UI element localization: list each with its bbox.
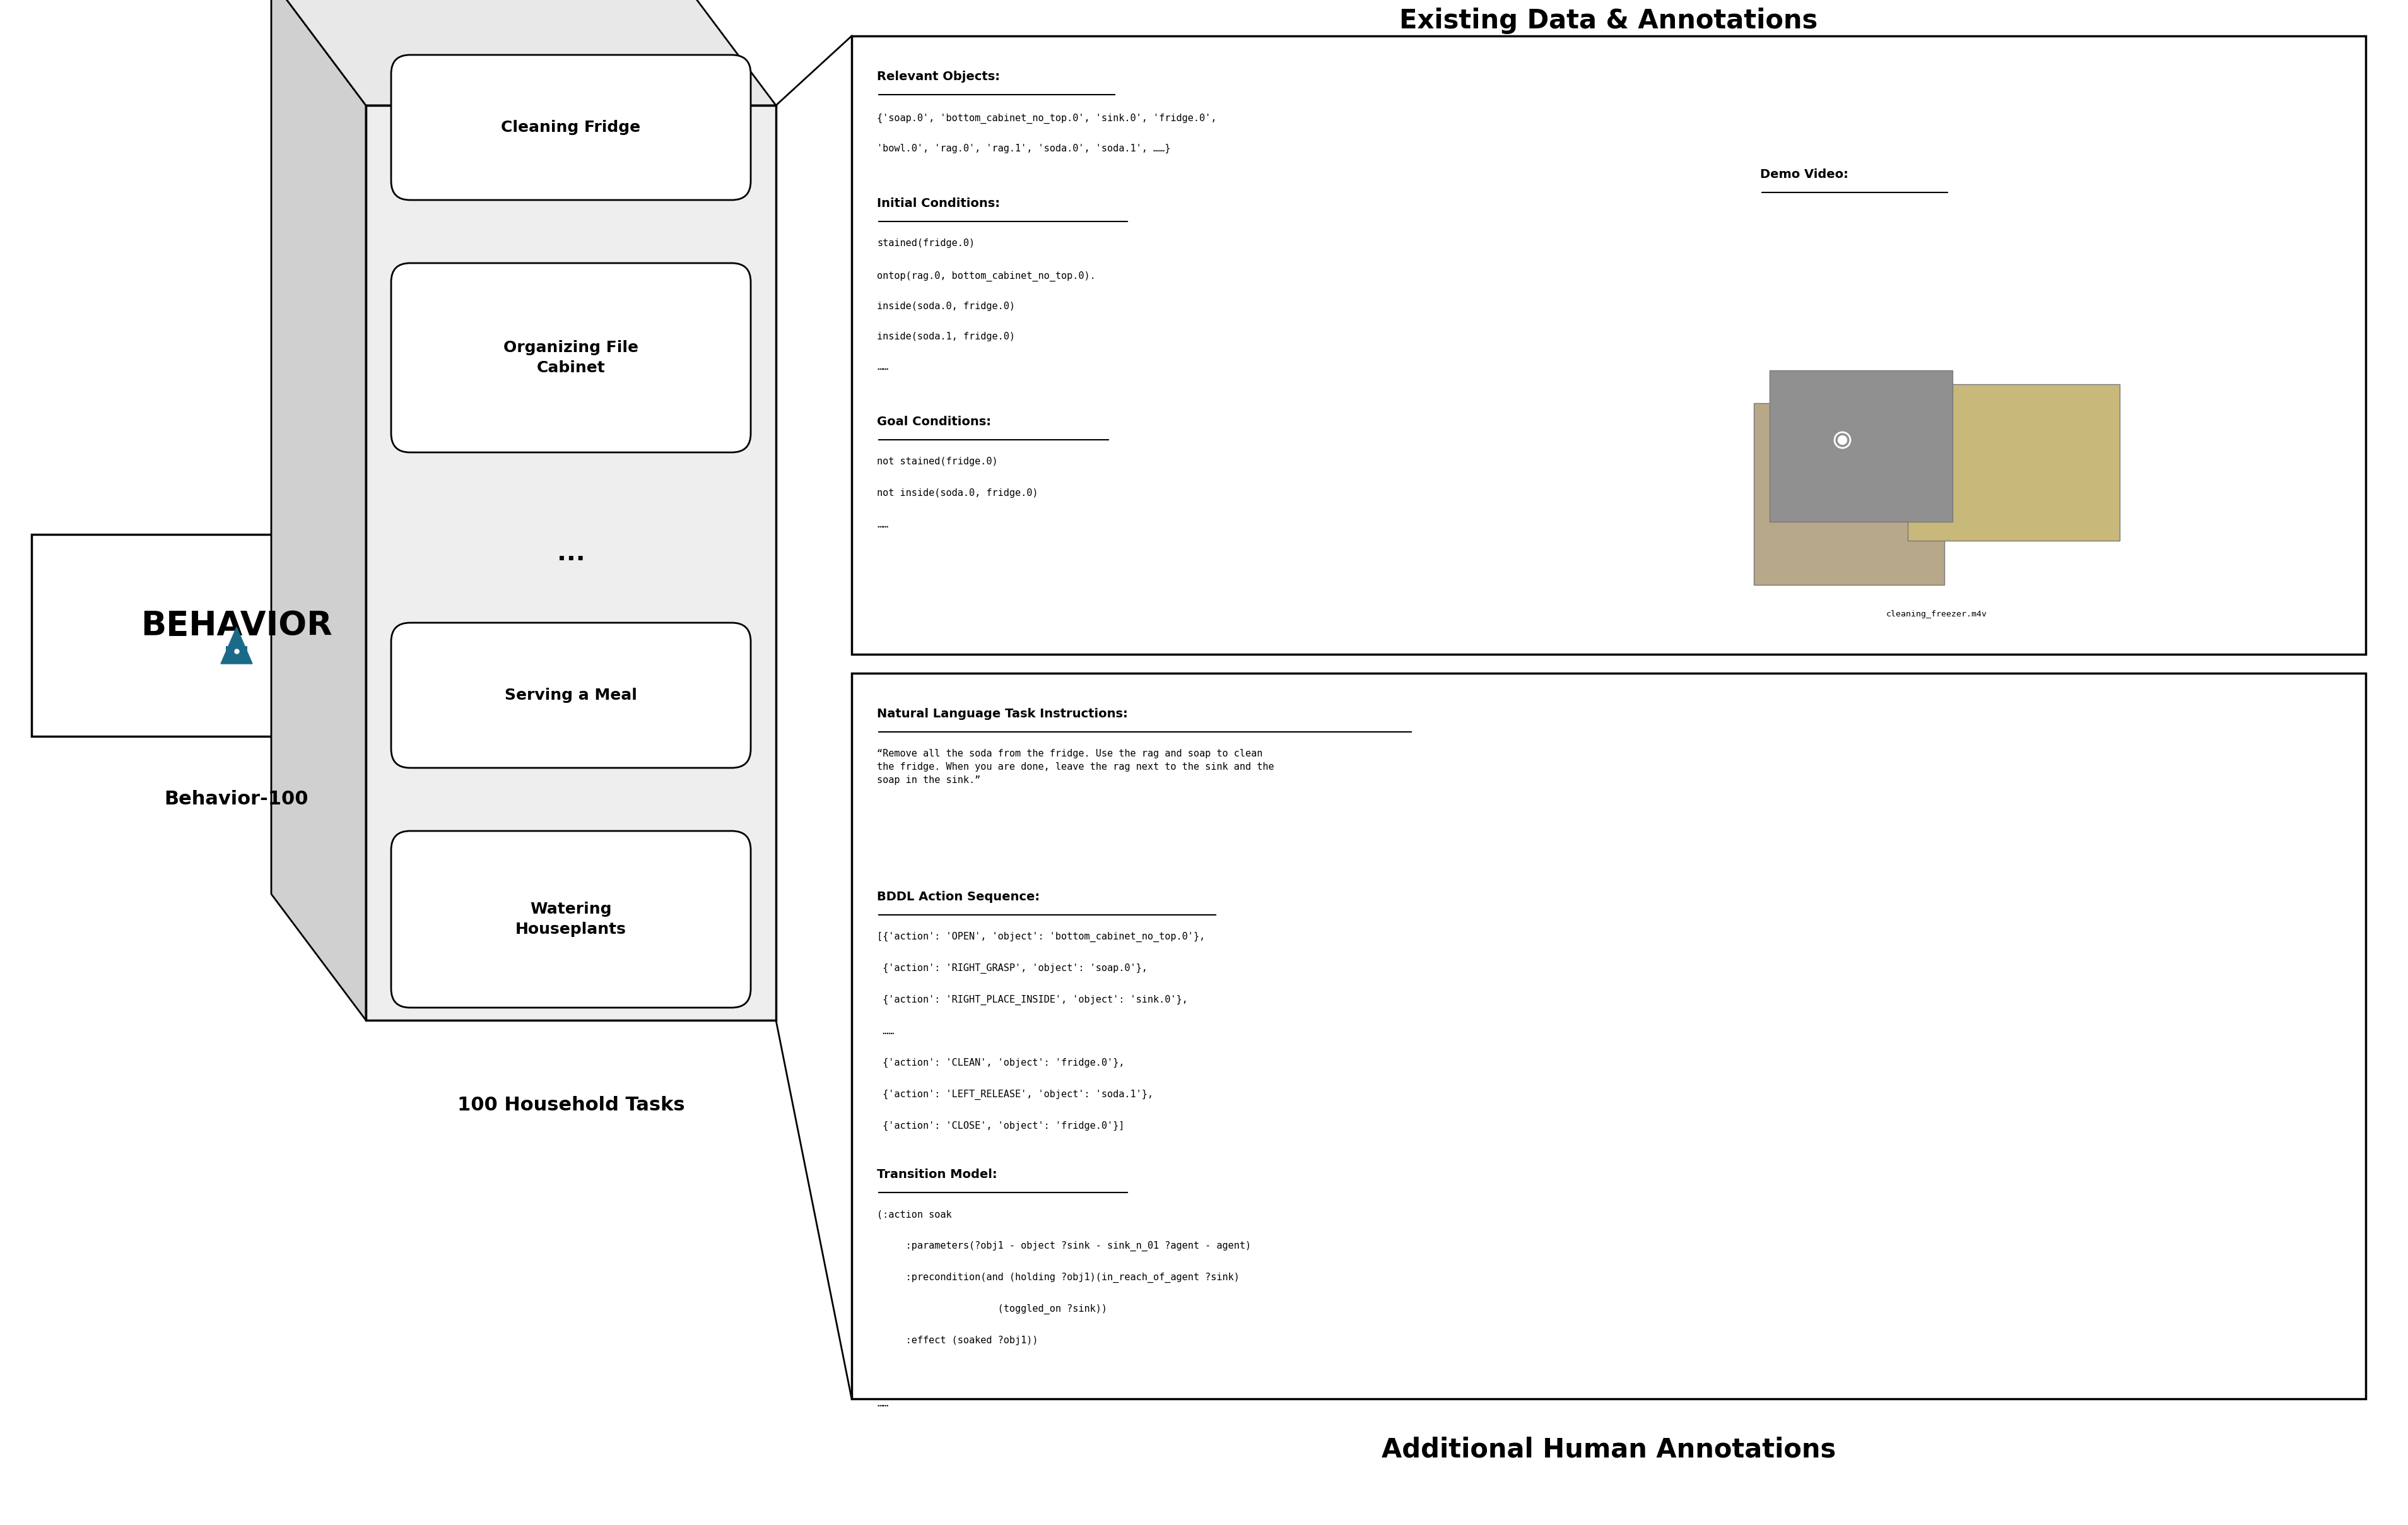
Text: 100 Household Tasks: 100 Household Tasks <box>458 1096 684 1115</box>
Bar <box>31 534 441 737</box>
Text: ……: …… <box>877 361 889 372</box>
Bar <box>226 647 248 663</box>
Text: not inside(soda.0, fridge.0): not inside(soda.0, fridge.0) <box>877 488 1038 497</box>
Polygon shape <box>272 0 366 1020</box>
Text: :parameters(?obj1 - object ?sink - sink_n_01 ?agent - agent): :parameters(?obj1 - object ?sink - sink_… <box>877 1241 1252 1252</box>
FancyBboxPatch shape <box>390 264 751 453</box>
Bar <box>852 673 2365 1398</box>
Text: Serving a Meal: Serving a Meal <box>506 688 638 703</box>
Text: Behavior-100: Behavior-100 <box>164 790 308 808</box>
Bar <box>1753 403 1943 586</box>
Text: Initial Conditions:: Initial Conditions: <box>877 197 999 209</box>
Bar <box>1907 384 2119 541</box>
Text: Demo Video:: Demo Video: <box>1760 168 1849 180</box>
Text: ...: ... <box>556 541 585 566</box>
FancyBboxPatch shape <box>390 55 751 200</box>
Text: “Remove all the soda from the fridge. Use the rag and soap to clean
the fridge. : “Remove all the soda from the fridge. Us… <box>877 749 1274 785</box>
Polygon shape <box>222 627 253 663</box>
Text: (:action soak: (:action soak <box>877 1209 951 1218</box>
Text: Natural Language Task Instructions:: Natural Language Task Instructions: <box>877 708 1127 720</box>
FancyBboxPatch shape <box>390 831 751 1008</box>
Text: inside(soda.1, fridge.0): inside(soda.1, fridge.0) <box>877 332 1016 342</box>
Text: :effect (soaked ?obj1)): :effect (soaked ?obj1)) <box>877 1336 1038 1345</box>
Text: stained(fridge.0): stained(fridge.0) <box>877 238 975 249</box>
Text: Transition Model:: Transition Model: <box>877 1168 997 1180</box>
Text: Relevant Objects:: Relevant Objects: <box>877 70 999 82</box>
Text: Existing Data & Annotations: Existing Data & Annotations <box>1399 8 1818 34</box>
Text: Goal Conditions:: Goal Conditions: <box>877 416 992 429</box>
Text: {'action': 'CLOSE', 'object': 'fridge.0'}]: {'action': 'CLOSE', 'object': 'fridge.0'… <box>877 1121 1125 1130</box>
Text: BEHAVIOR: BEHAVIOR <box>140 610 332 642</box>
Text: Additional Human Annotations: Additional Human Annotations <box>1382 1437 1835 1462</box>
Text: Watering
Houseplants: Watering Houseplants <box>515 901 626 936</box>
Text: (toggled_on ?sink)): (toggled_on ?sink)) <box>877 1304 1108 1315</box>
Text: not stained(fridge.0): not stained(fridge.0) <box>877 458 997 467</box>
Text: :precondition(and (holding ?obj1)(in_reach_of_agent ?sink): :precondition(and (holding ?obj1)(in_rea… <box>877 1273 1240 1283</box>
Text: {'action': 'RIGHT_PLACE_INSIDE', 'object': 'sink.0'},: {'action': 'RIGHT_PLACE_INSIDE', 'object… <box>877 994 1187 1005</box>
Text: ……: …… <box>877 520 889 529</box>
Text: 'bowl.0', 'rag.0', 'rag.1', 'soda.0', 'soda.1', ……}: 'bowl.0', 'rag.0', 'rag.1', 'soda.0', 's… <box>877 143 1170 154</box>
Text: ontop(rag.0, bottom_cabinet_no_top.0).: ontop(rag.0, bottom_cabinet_no_top.0). <box>877 271 1096 282</box>
Text: ……: …… <box>877 1398 889 1408</box>
Text: Organizing File
Cabinet: Organizing File Cabinet <box>503 340 638 375</box>
FancyBboxPatch shape <box>390 622 751 769</box>
Text: cleaning_freezer.m4v: cleaning_freezer.m4v <box>1885 610 1987 618</box>
Text: {'action': 'LEFT_RELEASE', 'object': 'soda.1'},: {'action': 'LEFT_RELEASE', 'object': 'so… <box>877 1090 1153 1100</box>
Text: {'action': 'CLEAN', 'object': 'fridge.0'},: {'action': 'CLEAN', 'object': 'fridge.0'… <box>877 1058 1125 1067</box>
Bar <box>852 37 2365 654</box>
Text: Cleaning Fridge: Cleaning Fridge <box>501 120 641 136</box>
Polygon shape <box>272 0 775 105</box>
Text: {'action': 'RIGHT_GRASP', 'object': 'soap.0'},: {'action': 'RIGHT_GRASP', 'object': 'soa… <box>877 964 1149 973</box>
Text: [{'action': 'OPEN', 'object': 'bottom_cabinet_no_top.0'},: [{'action': 'OPEN', 'object': 'bottom_ca… <box>877 932 1204 942</box>
Bar <box>366 105 775 1020</box>
Text: ……: …… <box>877 1026 893 1035</box>
Text: BDDL Action Sequence:: BDDL Action Sequence: <box>877 891 1040 903</box>
Text: {'soap.0', 'bottom_cabinet_no_top.0', 'sink.0', 'fridge.0',: {'soap.0', 'bottom_cabinet_no_top.0', 's… <box>877 113 1216 124</box>
Text: inside(soda.0, fridge.0): inside(soda.0, fridge.0) <box>877 302 1016 311</box>
Bar <box>1770 371 1953 522</box>
